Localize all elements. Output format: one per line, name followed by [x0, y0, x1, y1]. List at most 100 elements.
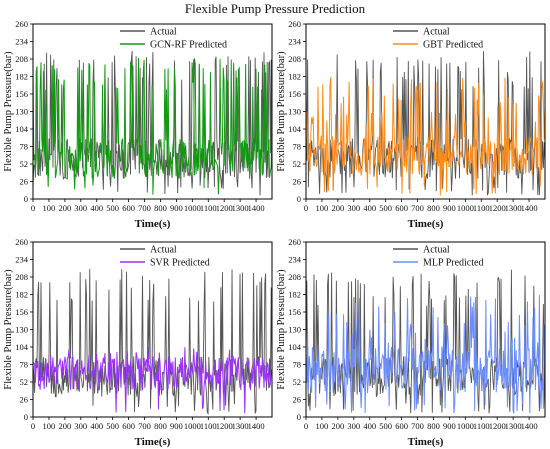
x-tick-label: 1400: [248, 421, 265, 431]
y-tick-label: 26: [20, 395, 29, 405]
x-tick-label: 500: [379, 203, 392, 213]
x-tick-label: 1300: [505, 203, 522, 213]
series-line-gbt-predicted: [306, 77, 545, 196]
y-tick-label: 260: [15, 19, 28, 29]
x-tick-label: 200: [58, 203, 71, 213]
x-tick-label: 900: [443, 203, 456, 213]
chart-panel-2: 0 26 52 78 104 130 156 182 208 234 260 0 100 200 300 40…: [276, 19, 546, 230]
x-tick-label: 1100: [200, 421, 217, 431]
x-tick-label: 300: [347, 421, 360, 431]
legend-label: Actual: [150, 245, 177, 256]
chart-panel-1: 0 26 52 78 104 130 156 182 208 234 260 0 100 200 300 40…: [3, 19, 273, 230]
x-tick-label: 900: [170, 421, 183, 431]
y-axis-label: Flexible Pump Pressure(bar): [276, 51, 287, 172]
y-tick-label: 208: [288, 272, 301, 282]
y-axis-label: Flexible Pump Pressure(bar): [3, 269, 14, 390]
x-tick-label: 100: [316, 421, 329, 431]
x-tick-label: 700: [138, 421, 151, 431]
x-tick-label: 200: [331, 421, 344, 431]
y-tick-label: 104: [288, 124, 302, 134]
y-tick-label: 78: [20, 360, 29, 370]
x-tick-label: 0: [31, 421, 35, 431]
x-tick-label: 600: [122, 421, 135, 431]
x-tick-label: 400: [363, 421, 376, 431]
x-tick-label: 400: [90, 421, 103, 431]
y-tick-label: 104: [15, 124, 29, 134]
y-tick-label: 260: [15, 237, 28, 247]
series-line-mlp-predicted: [306, 295, 545, 414]
chart-panel-3: 0 26 52 78 104 130 156 182 208 234 260 0 100 200 300 40…: [3, 237, 273, 448]
y-tick-label: 26: [20, 177, 29, 187]
y-tick-label: 104: [288, 342, 302, 352]
x-tick-label: 700: [138, 203, 151, 213]
x-tick-label: 300: [74, 421, 87, 431]
y-tick-label: 78: [293, 360, 302, 370]
y-tick-label: 208: [15, 272, 28, 282]
y-tick-label: 0: [24, 194, 28, 204]
legend-label: Actual: [423, 245, 450, 256]
x-tick-label: 100: [316, 203, 329, 213]
x-tick-label: 800: [427, 421, 440, 431]
x-tick-label: 100: [43, 421, 56, 431]
y-tick-label: 208: [288, 54, 301, 64]
x-tick-label: 400: [90, 203, 103, 213]
x-tick-label: 1200: [489, 421, 506, 431]
y-tick-label: 234: [15, 255, 29, 265]
x-tick-label: 1300: [505, 421, 522, 431]
figure-title: Flexible Pump Pressure Prediction: [184, 1, 366, 16]
x-tick-label: 1200: [216, 421, 233, 431]
y-tick-label: 130: [288, 107, 301, 117]
legend-label: GBT Predicted: [423, 40, 483, 51]
x-tick-label: 1100: [473, 421, 490, 431]
y-tick-label: 234: [15, 37, 29, 47]
x-tick-label: 1200: [489, 203, 506, 213]
y-tick-label: 182: [15, 290, 28, 300]
x-tick-label: 900: [443, 421, 456, 431]
x-tick-label: 300: [74, 203, 87, 213]
legend-label: MLP Predicted: [423, 258, 483, 269]
x-tick-label: 1200: [216, 203, 233, 213]
legend-label: Actual: [423, 27, 450, 38]
series-line-svr-predicted: [33, 347, 272, 414]
x-tick-label: 0: [304, 203, 308, 213]
x-tick-label: 1000: [184, 421, 201, 431]
y-tick-label: 0: [297, 412, 301, 422]
y-tick-label: 182: [15, 72, 28, 82]
x-axis-label: Time(s): [135, 436, 171, 448]
series-line-gcn-rf-predicted: [33, 57, 272, 195]
x-tick-label: 800: [154, 203, 167, 213]
x-tick-label: 1400: [248, 203, 265, 213]
y-tick-label: 182: [288, 290, 301, 300]
x-tick-label: 1400: [521, 421, 538, 431]
y-tick-label: 260: [288, 237, 301, 247]
x-axis-label: Time(s): [135, 218, 171, 230]
x-tick-label: 300: [347, 203, 360, 213]
x-tick-label: 700: [411, 421, 424, 431]
x-tick-label: 100: [43, 203, 56, 213]
x-tick-label: 900: [170, 203, 183, 213]
x-tick-label: 200: [58, 421, 71, 431]
y-tick-label: 156: [15, 307, 28, 317]
y-tick-label: 156: [15, 89, 28, 99]
y-tick-label: 52: [20, 377, 29, 387]
x-tick-label: 1300: [232, 421, 249, 431]
series-line-actual: [33, 268, 272, 416]
y-tick-label: 208: [15, 54, 28, 64]
y-tick-label: 156: [288, 89, 301, 99]
x-tick-label: 1100: [200, 203, 217, 213]
y-axis-label: Flexible Pump Pressure(bar): [3, 51, 14, 172]
y-tick-label: 182: [288, 72, 301, 82]
x-tick-label: 200: [331, 203, 344, 213]
y-axis-label: Flexible Pump Pressure(bar): [276, 269, 287, 390]
y-tick-label: 52: [20, 159, 29, 169]
y-tick-label: 104: [15, 342, 29, 352]
y-tick-label: 156: [288, 307, 301, 317]
x-tick-label: 0: [304, 421, 308, 431]
y-tick-label: 130: [15, 325, 28, 335]
y-tick-label: 26: [293, 395, 302, 405]
x-tick-label: 500: [106, 421, 119, 431]
y-tick-label: 0: [24, 412, 28, 422]
x-tick-label: 1300: [232, 203, 249, 213]
y-tick-label: 130: [288, 325, 301, 335]
